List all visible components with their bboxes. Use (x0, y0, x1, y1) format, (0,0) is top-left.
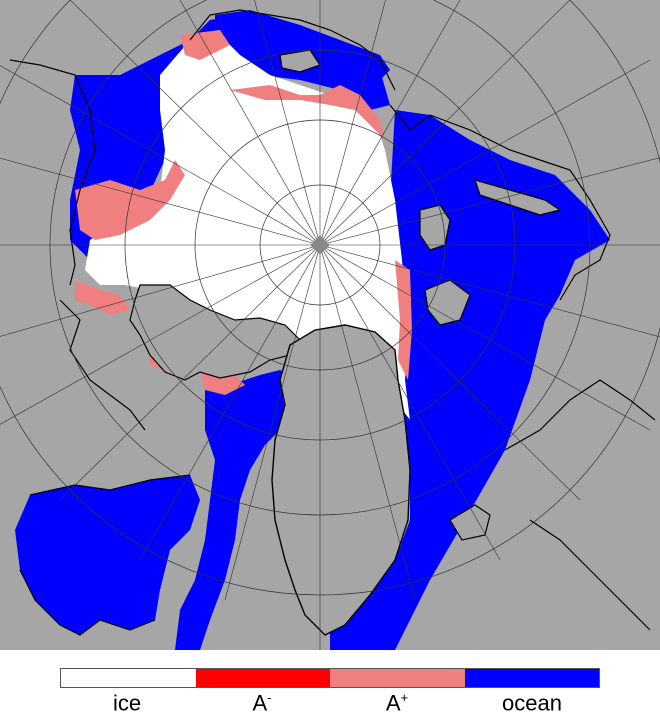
legend-swatch-a-minus (195, 669, 330, 687)
legend-label-a-plus: A+ (385, 690, 409, 716)
north-america-coast (19, 299, 191, 636)
iceland (449, 504, 491, 541)
legend-color-bar (60, 668, 600, 688)
legend-swatch-a-plus (330, 669, 465, 687)
meridians (0, 0, 660, 650)
legend-label-a-minus: A- (252, 690, 272, 716)
bering-coast (9, 9, 396, 286)
arctic-sea-ice-map (0, 0, 660, 650)
pole-marker (310, 235, 330, 255)
legend-label-ice: ice (112, 690, 142, 716)
legend-swatch-ocean (464, 669, 599, 687)
greenland (271, 324, 411, 636)
novaya-zemlya (474, 179, 562, 216)
legend-swatch-ice (61, 669, 196, 687)
legend-label-ocean: ocean (502, 690, 562, 716)
eurasia-coast (389, 104, 656, 631)
sea-ice-area (85, 35, 410, 420)
